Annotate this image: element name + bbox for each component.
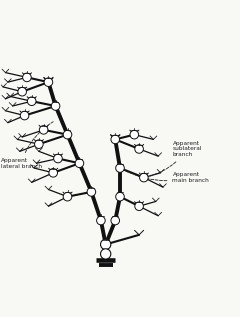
Circle shape — [54, 154, 62, 163]
Circle shape — [97, 216, 105, 225]
Circle shape — [111, 216, 120, 225]
Circle shape — [63, 192, 72, 201]
Circle shape — [27, 97, 36, 106]
Text: Apparent
lateral branch: Apparent lateral branch — [1, 122, 53, 169]
Text: Apparent
main branch: Apparent main branch — [122, 169, 209, 183]
Circle shape — [63, 130, 72, 139]
Circle shape — [51, 102, 60, 110]
Circle shape — [39, 126, 48, 134]
Text: Apparent
sublateral
branch: Apparent sublateral branch — [147, 141, 202, 177]
Circle shape — [130, 130, 139, 139]
Circle shape — [101, 239, 111, 249]
Circle shape — [23, 73, 31, 82]
Circle shape — [49, 169, 58, 177]
Circle shape — [101, 240, 110, 249]
Circle shape — [101, 249, 111, 259]
Circle shape — [87, 188, 96, 196]
Circle shape — [35, 140, 43, 148]
Circle shape — [116, 164, 124, 172]
Circle shape — [140, 173, 148, 182]
Circle shape — [135, 145, 143, 153]
Circle shape — [135, 202, 143, 210]
Circle shape — [18, 87, 26, 96]
Circle shape — [111, 135, 120, 144]
Circle shape — [75, 159, 84, 168]
Circle shape — [116, 192, 124, 201]
Circle shape — [44, 78, 53, 87]
Circle shape — [20, 111, 29, 120]
